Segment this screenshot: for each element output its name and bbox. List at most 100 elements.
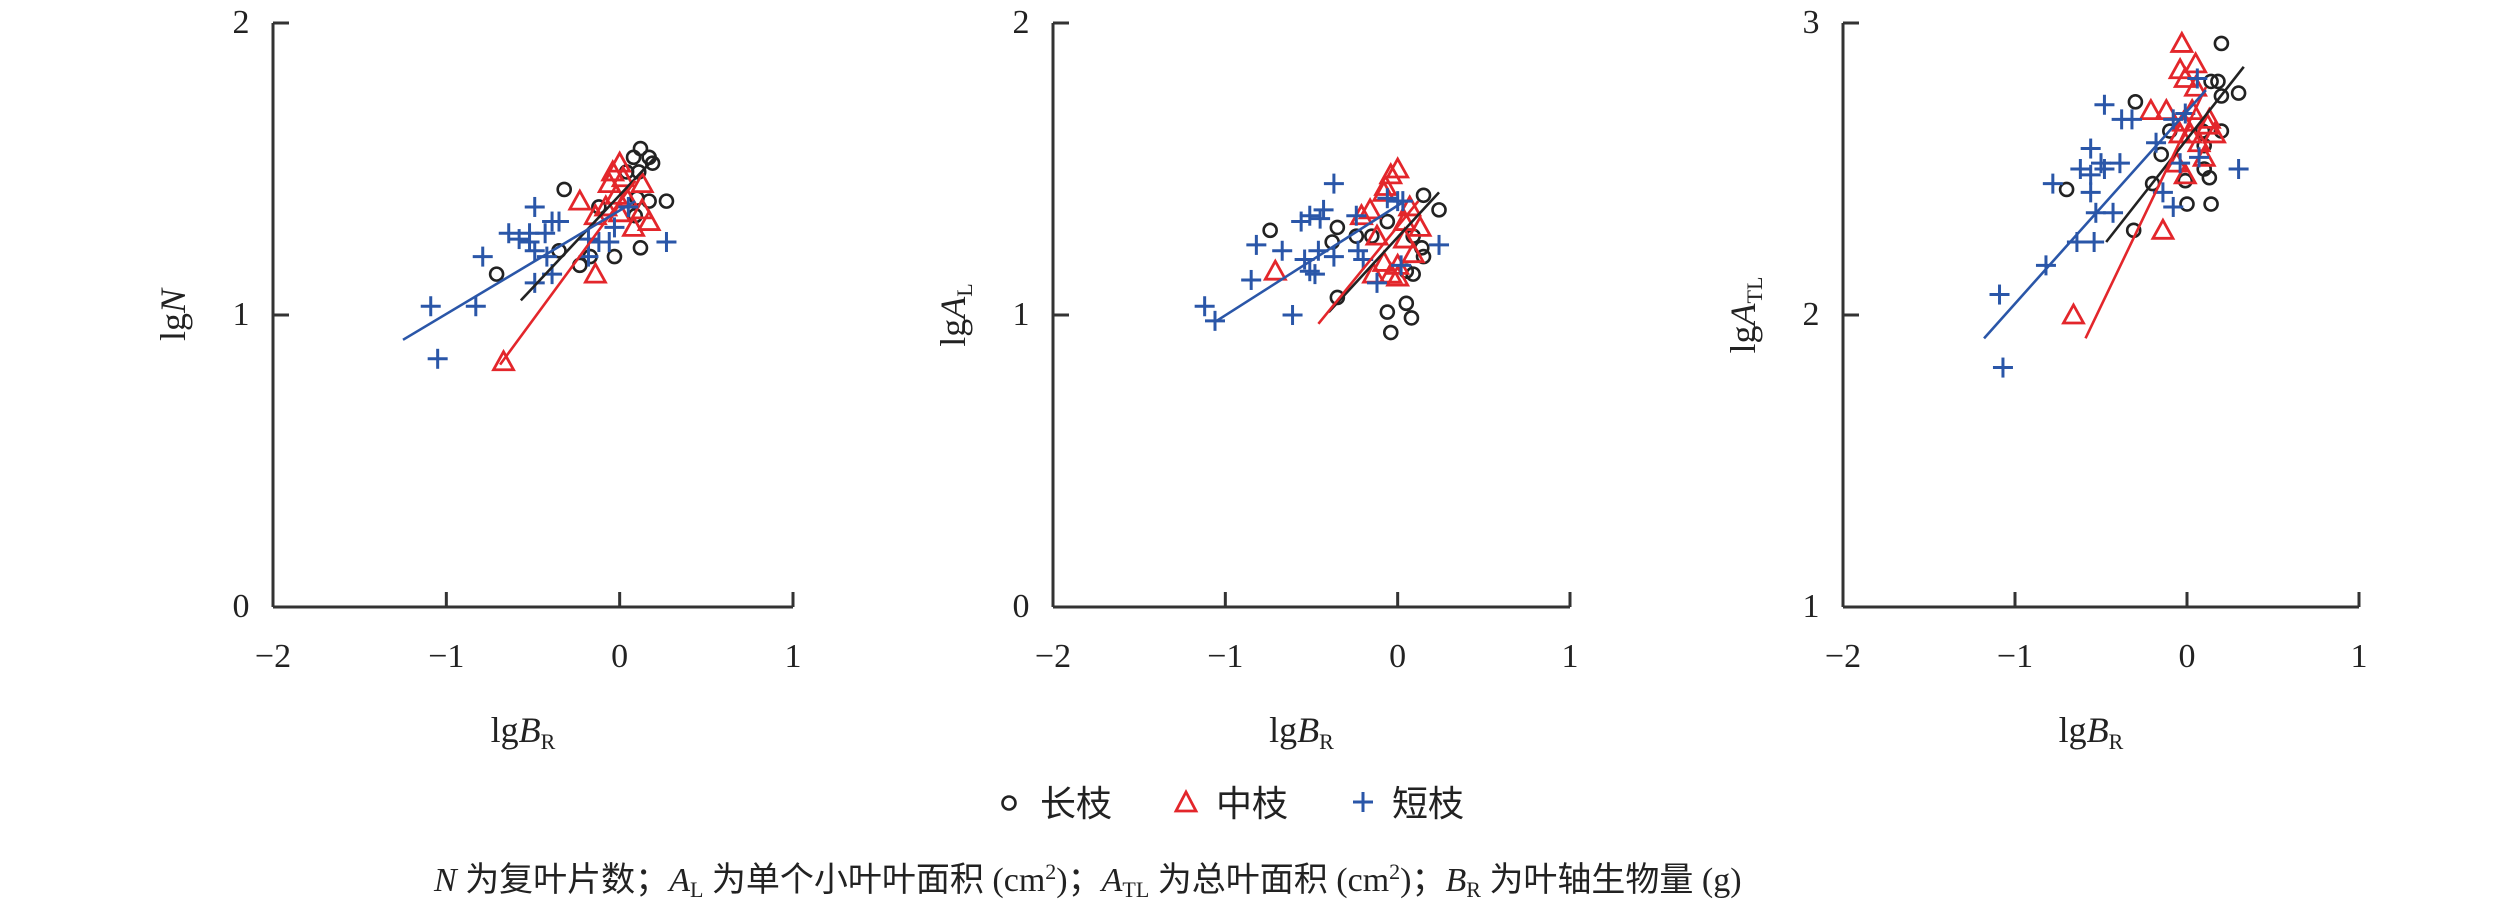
data-point-plus: [2189, 147, 2210, 168]
data-point-circle: [2127, 94, 2144, 110]
data-point-triangle: [2138, 97, 2164, 120]
x-axis-label-var: B: [1297, 710, 1319, 750]
y-axis-label-var: N: [153, 287, 193, 314]
data-point-plus: [1310, 208, 1331, 229]
y-tick-label: 1: [1803, 588, 1820, 625]
y-tick-label: 2: [1803, 296, 1820, 333]
data-point-triangle: [1361, 261, 1386, 284]
data-point-circle: [2230, 85, 2247, 101]
data-point-plus: [1299, 261, 1320, 282]
x-axis-label-prefix: lg: [491, 710, 519, 750]
data-point-plus: [599, 232, 620, 252]
data-point-plus: [1992, 357, 2013, 378]
data-point-circle: [1329, 219, 1346, 236]
data-point-triangle: [610, 164, 636, 188]
data-point-circle: [1403, 310, 1420, 326]
y-axis-label-var: A: [1723, 302, 1763, 327]
data-point-plus: [1299, 205, 1320, 226]
data-point-plus: [1282, 305, 1303, 325]
legend-label-long: 长枝: [1040, 784, 1112, 824]
data-point-triangle: [491, 348, 516, 372]
x-axis-label-var: B: [2087, 710, 2109, 750]
data-point-plus: [1377, 188, 1398, 209]
data-point-plus: [1391, 255, 1412, 276]
series-long: [2058, 35, 2247, 239]
data-point-plus: [2080, 138, 2101, 159]
series-short: [1194, 173, 1450, 331]
data-point-triangle: [2183, 74, 2208, 97]
y-axis-label-sub: L: [952, 283, 977, 296]
data-point-triangle: [2169, 30, 2195, 53]
data-point-circle: [1382, 324, 1399, 341]
data-point-triangle: [1364, 223, 1390, 246]
data-point-circle: [644, 155, 661, 171]
data-point-circle: [632, 240, 649, 256]
series-mid: [2061, 30, 2227, 325]
data-point-circle: [1415, 187, 1432, 204]
data-point-plus: [2035, 255, 2056, 276]
data-point-plus: [2228, 159, 2249, 179]
y-axis-label: lgAL: [933, 283, 977, 346]
fit-line-long: [1327, 191, 1440, 313]
data-point-plus: [1429, 234, 1450, 255]
data-point-plus: [2103, 202, 2124, 223]
data-point-circle: [2153, 146, 2169, 163]
data-point-plus: [472, 246, 493, 267]
data-point-plus: [1272, 240, 1293, 261]
data-point-triangle: [1262, 258, 1288, 281]
data-point-plus: [578, 246, 599, 267]
legend-label-mid: 中枝: [1216, 784, 1288, 824]
x-axis-label-sub: R: [541, 729, 556, 754]
data-point-circle: [658, 193, 675, 209]
y-axis-label-sub: TL: [1742, 277, 1767, 304]
y-axis-label: lgN: [153, 287, 193, 341]
data-point-plus: [618, 196, 639, 217]
data-point-plus: [1304, 264, 1325, 285]
x-axis-label-prefix: lg: [2059, 710, 2087, 750]
data-point-plus: [427, 348, 448, 369]
y-axis-label-var: A: [933, 296, 973, 321]
data-point-plus: [1194, 296, 1215, 317]
data-point-circle: [488, 266, 505, 282]
data-point-plus: [1346, 205, 1367, 226]
data-point-circle: [2213, 35, 2230, 52]
data-point-triangle: [2202, 121, 2227, 144]
data-point-plus: [524, 272, 545, 293]
x-tick-label: 0: [611, 638, 628, 675]
legend-marker-long: [1001, 795, 1017, 811]
data-point-plus: [2080, 182, 2101, 203]
data-point-triangle: [629, 170, 655, 194]
data-point-triangle: [607, 199, 633, 223]
data-point-circle: [2203, 196, 2219, 212]
data-point-triangle: [2061, 302, 2086, 325]
data-point-triangle: [2150, 217, 2176, 240]
data-point-plus: [2146, 132, 2167, 153]
y-tick-label: 0: [233, 588, 250, 625]
data-point-plus: [2163, 196, 2184, 217]
data-point-plus: [2042, 173, 2063, 194]
data-point-circle: [1415, 248, 1432, 265]
data-point-plus: [519, 232, 540, 252]
x-tick-label: −1: [1997, 638, 2033, 675]
data-point-plus: [549, 211, 569, 232]
x-axis-label: lgBR: [1269, 710, 1334, 754]
legend-marker-mid: [1173, 788, 1199, 813]
x-tick-label: 0: [1389, 638, 1406, 675]
data-point-plus: [2109, 153, 2130, 174]
data-point-plus: [604, 217, 625, 238]
legend-label-short: 短枝: [1392, 784, 1464, 824]
data-point-triangle: [1371, 249, 1397, 272]
data-point-triangle: [2195, 112, 2221, 135]
x-axis-label-prefix: lg: [1269, 710, 1297, 750]
series-short: [420, 196, 677, 369]
x-tick-label: 1: [785, 638, 802, 675]
y-tick-label: 0: [1013, 588, 1030, 625]
y-tick-label: 3: [1803, 4, 1820, 41]
x-axis-label: lgBR: [491, 710, 556, 754]
legend-marker-short: [1353, 792, 1373, 812]
x-tick-label: −2: [1035, 638, 1071, 675]
fit-line-short: [1216, 200, 1406, 322]
x-axis-label-var: B: [519, 710, 541, 750]
